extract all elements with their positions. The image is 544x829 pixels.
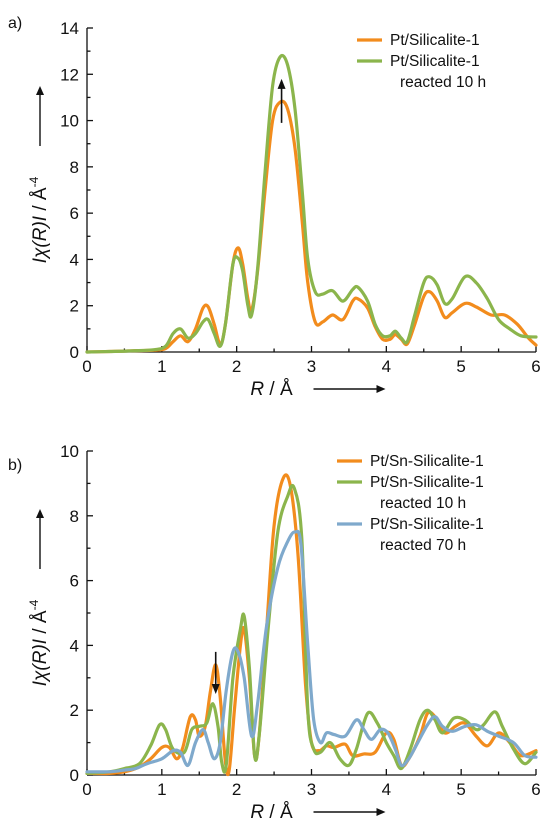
- legend: Pt/Silicalite-1 Pt/Silicalite-1 reacted 10…: [357, 32, 486, 91]
- y-tick-label: 0: [70, 343, 79, 362]
- legend-entry: Pt/Silicalite-1 reacted 10 h: [390, 53, 486, 91]
- y-tick-label: 0: [70, 766, 79, 785]
- y-axis-label: Iχ(R)I / Å-4: [27, 176, 51, 263]
- y-axis-label-group: Iχ(R)I / Å-4: [27, 509, 51, 686]
- y-tick-label: 10: [60, 442, 79, 461]
- panel-b: b) 0 1 2 3 4 5 6 0 2 4 6 8 10 R / Å Iχ(R)I / Å-4 Pt/Sn-S…: [8, 442, 541, 823]
- x-tick-label: 1: [157, 780, 166, 799]
- panel-label: a): [8, 15, 22, 32]
- y-tick-label: 4: [70, 636, 79, 655]
- y-tick-label: 2: [70, 297, 79, 316]
- y-tick-label: 6: [70, 572, 79, 591]
- x-tick-label: 6: [531, 780, 540, 799]
- x-label-arrowhead: [376, 808, 386, 816]
- x-axis-label: R / Å: [250, 379, 293, 400]
- x-tick-label: 0: [82, 357, 91, 376]
- series-line-3: [85, 529, 538, 774]
- series-line-2: [85, 483, 538, 775]
- y-tick-label: 14: [60, 19, 79, 38]
- y-tick-label: 12: [60, 65, 79, 84]
- x-tick-label: 4: [382, 357, 391, 376]
- y-axis-label-group: Iχ(R)I / Å-4: [27, 86, 51, 263]
- x-tick-label: 3: [307, 780, 316, 799]
- series-line-1: [85, 99, 538, 354]
- legend-entry: Pt/Sn-Silicalite-1 reacted 70 h: [370, 516, 484, 554]
- y-axis-label: Iχ(R)I / Å-4: [27, 599, 51, 686]
- x-tick-label: 2: [232, 357, 241, 376]
- legend-entry: Pt/Sn-Silicalite-1 reacted 10 h: [370, 474, 484, 512]
- x-tick-label: 5: [456, 357, 465, 376]
- x-tick-label: 0: [82, 780, 91, 799]
- x-axis-label: R / Å: [250, 802, 293, 823]
- y-tick-label: 6: [70, 204, 79, 223]
- y-tick-label: 2: [70, 701, 79, 720]
- annotation-arrowhead: [211, 684, 220, 694]
- y-tick-label: 10: [60, 112, 79, 131]
- legend: Pt/Sn-Silicalite-1 Pt/Sn-Silicalite-1 reac…: [337, 453, 484, 554]
- legend-entry: Pt/Sn-Silicalite-1: [370, 453, 484, 470]
- y-tick-label: 8: [70, 507, 79, 526]
- legend-entry: Pt/Silicalite-1: [390, 32, 480, 49]
- panel-label: b): [8, 457, 22, 474]
- y-tick-label: 4: [70, 250, 79, 269]
- series-line-2: [85, 53, 538, 354]
- y-tick-label: 8: [70, 158, 79, 177]
- annotation-arrowhead: [277, 78, 286, 89]
- x-label-arrowhead: [376, 385, 386, 393]
- x-tick-label: 3: [307, 357, 316, 376]
- y-label-arrowhead: [36, 86, 44, 95]
- x-tick-label: 6: [531, 357, 540, 376]
- x-tick-label: 5: [456, 780, 465, 799]
- x-tick-label: 4: [382, 780, 391, 799]
- x-tick-label: 2: [232, 780, 241, 799]
- x-tick-label: 1: [157, 357, 166, 376]
- y-label-arrowhead: [36, 509, 44, 518]
